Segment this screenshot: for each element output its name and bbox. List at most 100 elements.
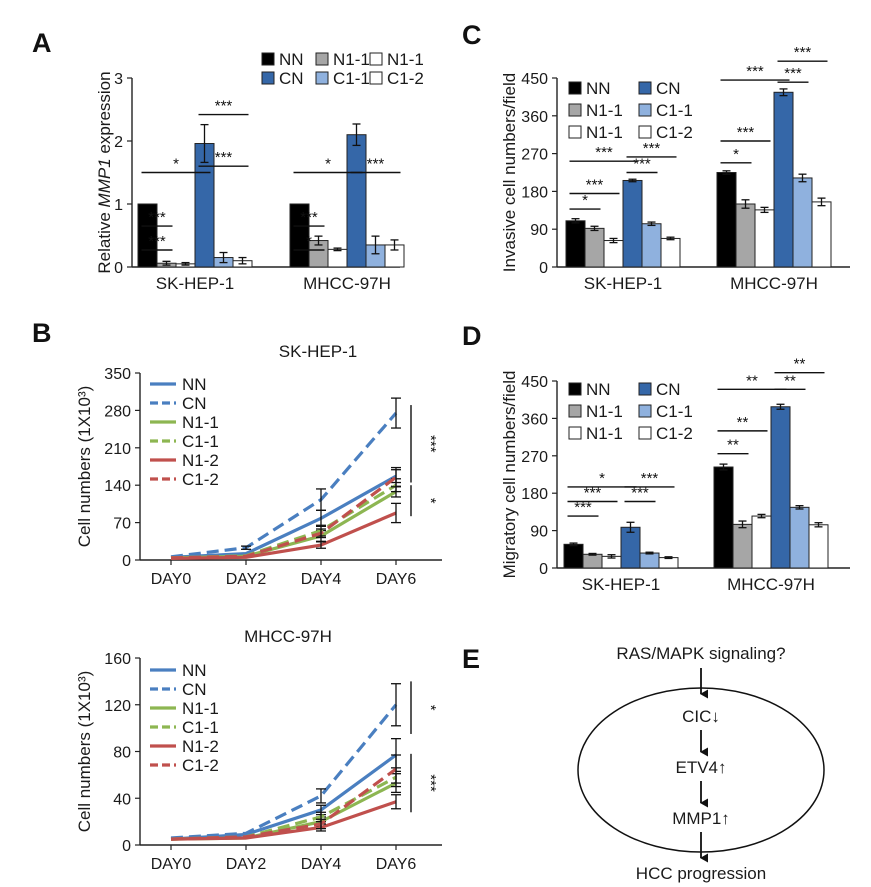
panel-letter-b: B (32, 318, 52, 348)
panel-b2-significance-mark: *** (422, 774, 439, 792)
panel-a-bar-mhcc-97h-3 (346, 134, 367, 268)
panel-c-bar-mhcc-97h-4 (792, 177, 813, 268)
panel-b1-legend-label-5: C1-2 (182, 470, 219, 489)
panel-b2-series-line-n1-2 (170, 800, 397, 841)
panel-a-bar-mhcc-97h-0 (289, 203, 310, 268)
panel-c-legend-label-0: NN (586, 79, 611, 98)
panel-a-significance-mark: *** (215, 149, 233, 166)
panel-b2-x-tick-label: DAY4 (301, 856, 342, 873)
panel-b2-x-tick-label: DAY2 (226, 856, 267, 873)
panel-a-y-tick-label: 0 (114, 260, 123, 277)
panel-a-significance-mark: *** (300, 209, 318, 226)
panel-c-legend-label-3: CN (656, 79, 681, 98)
panel-b2-legend-label-4: N1-2 (182, 737, 219, 756)
panel-b-line-chart-sk-hep-1: SK-HEP-1 0 70 140 210 280 350 DAY0 DAY2 DAY4 DAY6 C… (75, 342, 442, 588)
panel-a-category-label: SK-HEP-1 (156, 274, 234, 293)
panel-d-legend-label-5: C1-2 (656, 424, 693, 443)
panel-a-bar-mhcc-97h-2 (327, 248, 348, 268)
panel-c-bar-sk-hep-1-1 (584, 227, 605, 268)
panel-a-legend-swatch-2 (369, 52, 383, 66)
panel-c-bar-mhcc-97h-5 (811, 201, 832, 268)
panel-b1-series-line-cn (170, 412, 398, 559)
panel-d-bar-mhcc-97h-1 (732, 523, 753, 569)
panel-c-legend-swatch-5 (638, 125, 652, 139)
panel-a-y-tick-label: 2 (114, 134, 123, 151)
panel-a-legend-label-4: C1-1 (333, 69, 370, 88)
diagram-step-cic: CIC↓ (682, 707, 720, 726)
panel-d-legend-label-0: NN (586, 380, 611, 399)
panel-d-bar-sk-hep-1-1 (582, 553, 603, 569)
panel-b1-legend-label-0: NN (182, 375, 207, 394)
panel-b1-significance-mark: *** (422, 435, 439, 453)
panel-b2-y-axis-title: Cell numbers (1X10³) (75, 671, 94, 833)
panel-e-diagram: RAS/MAPK signaling? CIC↓ ETV4↑ MMP1↑ HCC… (577, 644, 825, 883)
panel-d-y-tick-label: 270 (521, 449, 548, 466)
panel-c-legend-swatch-3 (638, 81, 652, 95)
panel-b1-x-tick-label: DAY0 (151, 571, 192, 588)
panel-b1-x-tick-label: DAY6 (376, 571, 417, 588)
panel-d-y-tick-label: 90 (530, 524, 548, 541)
panel-a-legend-swatch-1 (315, 52, 329, 66)
panel-b2-y-tick-label: 0 (122, 838, 131, 855)
panel-b2-y-tick-label: 160 (104, 651, 131, 668)
panel-c-significance-mark: * (582, 192, 588, 209)
panel-b2-y-tick-label: 120 (104, 698, 131, 715)
panel-d-significance-mark: *** (641, 470, 659, 487)
panel-c-bar-mhcc-97h-3 (773, 91, 794, 268)
panel-c-category-label: MHCC-97H (730, 274, 818, 293)
panel-d-significance-mark: ** (737, 414, 749, 431)
panel-c-significance-mark: *** (794, 44, 812, 61)
panel-letter-a: A (32, 28, 52, 58)
panel-c-legend-label-2: N1-1 (586, 123, 623, 142)
panel-d-legend-swatch-1 (568, 404, 582, 418)
panel-c-y-tick-label: 90 (530, 222, 548, 239)
panel-b1-legend-label-1: CN (182, 394, 207, 413)
panel-c-significance-mark: *** (586, 177, 604, 194)
panel-a-significance-mark: *** (148, 233, 166, 250)
panel-b1-y-axis-title: Cell numbers (1X10³) (75, 386, 94, 548)
panel-b2-legend-label-3: C1-1 (182, 718, 219, 737)
panel-a-legend-label-0: NN (279, 50, 304, 69)
panel-b2-legend-label-1: CN (182, 680, 207, 699)
panel-c-significance-mark: *** (595, 144, 613, 161)
diagram-step-mmp1: MMP1↑ (672, 809, 730, 828)
panel-d-significance-mark: ** (727, 437, 739, 454)
panel-d-bar-sk-hep-1-3 (620, 526, 641, 569)
panel-c-significance-mark: *** (737, 124, 755, 141)
panel-c-legend-swatch-4 (638, 103, 652, 117)
panel-b1-y-tick-label: 0 (122, 553, 131, 570)
panel-d-legend-swatch-3 (638, 382, 652, 396)
panel-b-line-chart-mhcc-97h: MHCC-97H 0 40 80 120 160 DAY0 DAY2 DAY4 DAY6 Cell … (75, 627, 442, 873)
panel-c-significance-mark: *** (643, 140, 661, 157)
panel-a-legend-label-5: C1-2 (387, 69, 424, 88)
panel-d-legend-label-2: N1-1 (586, 424, 623, 443)
panel-d-significance-mark: ** (784, 372, 796, 389)
panel-d-category-label: MHCC-97H (727, 575, 815, 594)
panel-d-bar-sk-hep-1-4 (639, 552, 660, 569)
panel-d-significance-mark: * (599, 470, 605, 487)
panel-d-bar-mhcc-97h-5 (808, 524, 829, 569)
panel-a-significance-mark: *** (215, 98, 233, 115)
panel-d-category-label: SK-HEP-1 (582, 575, 660, 594)
panel-letter-c: C (462, 20, 482, 50)
panel-d-y-tick-label: 0 (539, 561, 548, 578)
panel-a-legend-swatch-0 (261, 52, 275, 66)
panel-d-legend-swatch-0 (568, 382, 582, 396)
panel-a-significance-mark: *** (148, 209, 166, 226)
panel-d-significance-mark: *** (584, 485, 602, 502)
panel-c-significance-mark: *** (746, 63, 764, 80)
panel-d-y-axis-title: Migratory cell numbers/field (500, 371, 519, 579)
panel-a-significance-mark: *** (367, 156, 385, 173)
panel-a-y-tick-label: 3 (114, 71, 123, 88)
panel-c-y-tick-label: 360 (521, 109, 548, 126)
panel-b2-x-tick-label: DAY0 (151, 856, 192, 873)
panel-c-bar-sk-hep-1-0 (565, 220, 586, 268)
panel-a-legend-label-3: CN (279, 69, 304, 88)
panel-d-legend-label-3: CN (656, 380, 681, 399)
panel-c-legend-label-5: C1-2 (656, 123, 693, 142)
panel-b1-y-tick-label: 210 (104, 441, 131, 458)
panel-b1-significance-mark: * (422, 498, 439, 504)
panel-a-legend-swatch-5 (369, 71, 383, 85)
